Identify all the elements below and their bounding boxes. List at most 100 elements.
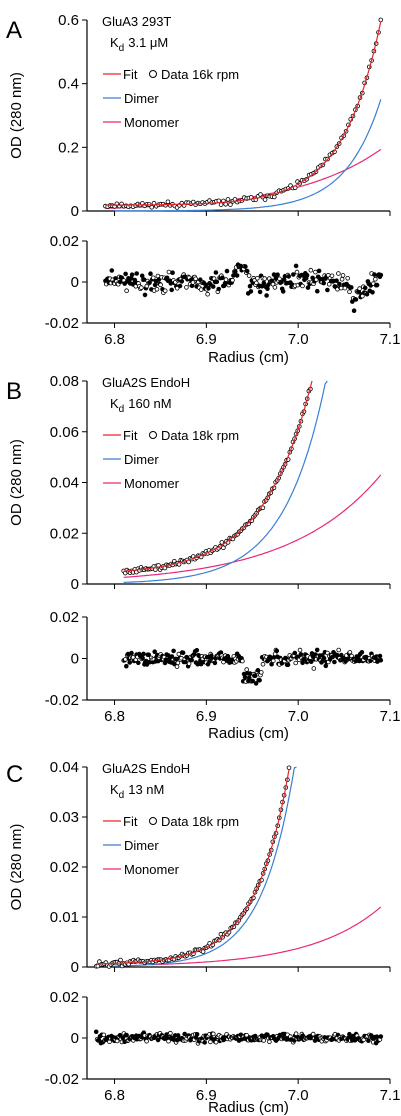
residual-point <box>342 285 348 291</box>
residual-point <box>175 660 181 666</box>
residual-point <box>247 283 253 289</box>
main-y-tick-label: 0 <box>71 203 79 220</box>
residual-point <box>366 1038 371 1043</box>
residual-y-tick-label: 0 <box>71 1030 79 1047</box>
residual-point <box>101 1032 107 1038</box>
residual-point <box>140 655 145 661</box>
residual-point <box>261 280 267 286</box>
sample-name: GluA3 293T <box>102 14 171 29</box>
panel-a: A 0 0.2 0.4 0.6 OD (280 nm) GluA3 293T Kd 3.1 μM… <box>6 12 400 366</box>
residual-point <box>184 285 189 290</box>
residual-point <box>260 661 266 667</box>
residual-point <box>240 658 245 664</box>
sample-name: GluA2S EndoH <box>102 375 190 390</box>
residual-point <box>270 658 276 664</box>
residual-point <box>210 284 216 289</box>
residual-point <box>336 647 342 653</box>
legend-data-marker <box>149 817 157 825</box>
residual-point <box>123 271 128 277</box>
residual-point <box>139 273 145 279</box>
residual-point <box>254 280 259 286</box>
residual-point <box>230 277 235 283</box>
main-y-tick-label: 0.04 <box>50 759 79 776</box>
residual-point <box>179 279 185 284</box>
residual-point <box>290 272 296 277</box>
residual-point <box>262 276 268 281</box>
x-axis-label: Radius (cm) <box>208 349 289 366</box>
residual-point <box>166 269 172 275</box>
residual-point <box>211 1031 216 1037</box>
residual-point <box>310 1031 316 1037</box>
residual-point <box>377 653 383 659</box>
residual-point <box>213 1039 219 1045</box>
x-tick-label: 7.0 <box>288 1087 309 1104</box>
kd-symbol: K <box>110 35 119 50</box>
residual-point <box>124 663 129 669</box>
fit-curve <box>123 380 313 572</box>
main-y-tick-label: 0.08 <box>50 373 79 390</box>
data-point <box>163 203 168 208</box>
data-point <box>228 202 233 207</box>
residual-y-tick-label: 0 <box>71 651 79 668</box>
residual-point <box>255 667 261 673</box>
residual-point <box>148 271 153 277</box>
residual-point <box>292 650 298 656</box>
panel-b: B 0 0.02 0.04 0.06 0.08 OD (280 nm) GluA2S Endo… <box>6 373 400 742</box>
residual-point <box>257 677 262 683</box>
residual-point <box>129 272 135 278</box>
residual-point <box>154 286 160 292</box>
data-point <box>149 205 155 210</box>
residual-point <box>189 657 195 663</box>
residual-point <box>275 272 280 278</box>
residual-point <box>362 285 368 291</box>
main-y-axis-label: OD (280 nm) <box>8 72 25 159</box>
residual-point <box>146 652 152 658</box>
data-point <box>223 202 229 207</box>
residual-point <box>280 289 286 294</box>
residual-point <box>298 652 304 657</box>
kd-subscript: d <box>119 404 125 415</box>
dimer-curve <box>123 380 328 583</box>
panel-letter: B <box>6 378 22 405</box>
residual-point <box>147 280 152 285</box>
data-point <box>225 197 231 202</box>
residual-point <box>310 275 315 281</box>
data-point <box>165 199 171 205</box>
residual-y-tick-label: -0.02 <box>45 692 79 709</box>
residual-point <box>374 282 380 288</box>
residual-point <box>124 288 129 294</box>
kd-annotation: Kd 13 nM <box>110 782 164 801</box>
residual-point <box>329 273 335 279</box>
dimer-curve <box>114 99 382 212</box>
residual-point <box>194 647 200 653</box>
residual-point <box>223 277 229 282</box>
main-y-tick-label: 0.03 <box>50 809 79 826</box>
residual-point <box>174 664 180 669</box>
residual-point <box>301 656 307 662</box>
x-tick-label: 7.0 <box>288 708 309 725</box>
legend-data-label: Data 16k rpm <box>161 67 239 82</box>
kd-annotation: Kd 3.1 μM <box>110 35 168 54</box>
residual-point <box>169 654 175 659</box>
legend-data-marker <box>149 70 157 78</box>
residual-point <box>378 272 384 278</box>
residual-point <box>311 666 317 671</box>
residual-point <box>326 281 332 287</box>
residual-point <box>144 1038 149 1044</box>
residual-point <box>152 282 158 288</box>
residual-point <box>171 648 176 654</box>
residual-point <box>300 283 305 289</box>
residual-point <box>338 285 344 291</box>
data-point <box>200 949 206 954</box>
residual-point <box>258 670 264 675</box>
data-point <box>378 17 384 23</box>
data-point <box>218 202 224 207</box>
residual-point <box>203 282 209 288</box>
x-tick-label: 6.8 <box>104 331 125 348</box>
residual-point <box>293 660 299 666</box>
residual-point <box>351 308 357 314</box>
residual-point <box>340 273 346 278</box>
residual-point <box>314 647 320 653</box>
panel-letter: C <box>6 761 23 788</box>
